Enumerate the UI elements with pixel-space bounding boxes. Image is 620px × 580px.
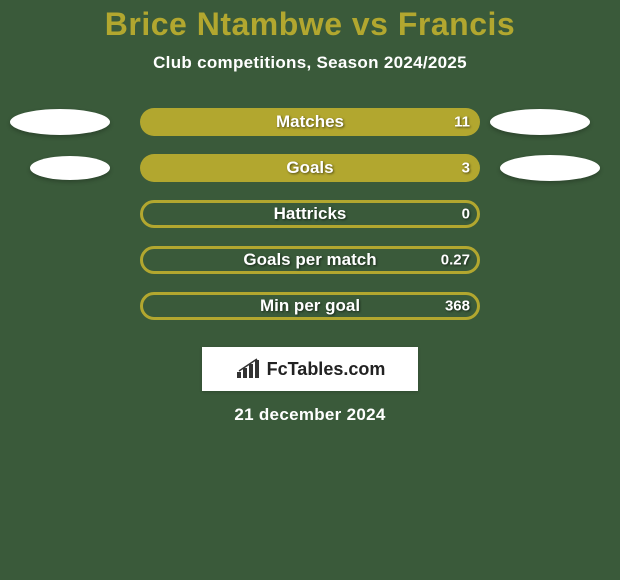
stat-row: Goals 3 bbox=[0, 145, 620, 191]
stat-label: Hattricks bbox=[274, 204, 347, 224]
stat-label: Min per goal bbox=[260, 296, 360, 316]
bars-icon bbox=[235, 358, 261, 380]
right-ellipse bbox=[490, 109, 590, 135]
stat-row: Min per goal 368 bbox=[0, 283, 620, 329]
stat-value: 0 bbox=[462, 206, 470, 223]
comparison-infographic: Brice Ntambwe vs Francis Club competitio… bbox=[0, 0, 620, 580]
left-ellipse bbox=[10, 109, 110, 135]
left-ellipse bbox=[30, 156, 110, 180]
stat-label: Matches bbox=[276, 112, 344, 132]
logo: FcTables.com bbox=[235, 358, 386, 380]
logo-box: FcTables.com bbox=[202, 347, 418, 391]
date-line: 21 december 2024 bbox=[0, 405, 620, 425]
stat-value: 368 bbox=[445, 298, 470, 315]
stats-chart: Matches 11 Goals 3 Hattricks 0 Goals per match… bbox=[0, 99, 620, 329]
subtitle: Club competitions, Season 2024/2025 bbox=[0, 53, 620, 73]
stat-value: 3 bbox=[462, 160, 470, 177]
stat-label: Goals per match bbox=[243, 250, 376, 270]
stat-value: 0.27 bbox=[441, 252, 470, 269]
page-title: Brice Ntambwe vs Francis bbox=[0, 0, 620, 43]
stat-row: Hattricks 0 bbox=[0, 191, 620, 237]
stat-label: Goals bbox=[286, 158, 333, 178]
logo-text: FcTables.com bbox=[267, 359, 386, 380]
right-ellipse bbox=[500, 155, 600, 181]
stat-row: Goals per match 0.27 bbox=[0, 237, 620, 283]
stat-row: Matches 11 bbox=[0, 99, 620, 145]
stat-value: 11 bbox=[454, 114, 470, 131]
